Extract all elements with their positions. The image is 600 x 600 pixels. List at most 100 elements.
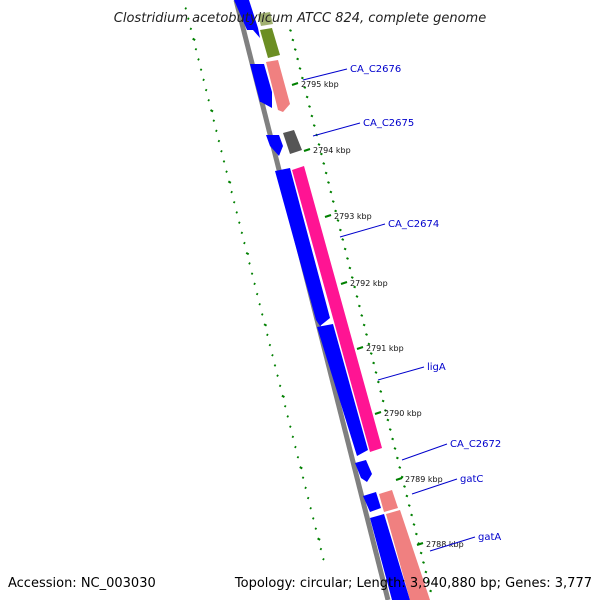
feature-reverse-gray[interactable] bbox=[283, 130, 302, 154]
feature-reverse-olive-top[interactable] bbox=[258, 12, 273, 26]
gc-dash bbox=[238, 221, 241, 224]
gc-dash bbox=[283, 404, 287, 408]
gc-dash bbox=[271, 353, 274, 357]
tick-label: 2792 kbp bbox=[350, 279, 388, 288]
inner-track-dash bbox=[329, 190, 333, 194]
gc-dash bbox=[311, 517, 315, 520]
gc-dash bbox=[296, 455, 300, 459]
inner-track-dash bbox=[296, 57, 300, 61]
inner-track-dash bbox=[400, 475, 404, 479]
gene-label[interactable]: gatA bbox=[478, 532, 501, 543]
inner-track-dash bbox=[391, 437, 395, 441]
inner-track-dash bbox=[407, 504, 411, 507]
gc-dash bbox=[243, 241, 246, 245]
gene-label-leader bbox=[411, 478, 458, 495]
feature-forward-5[interactable] bbox=[317, 324, 368, 456]
inner-track-dash bbox=[300, 76, 304, 80]
inner-track-dash bbox=[384, 409, 387, 412]
gc-dash bbox=[276, 374, 279, 377]
gc-dash bbox=[253, 282, 256, 286]
inner-track-dash bbox=[393, 447, 397, 450]
feature-forward-8[interactable] bbox=[370, 514, 410, 600]
tick-mark bbox=[303, 148, 311, 152]
feature-reverse-salmon-3[interactable] bbox=[386, 510, 430, 600]
inner-track-dash bbox=[369, 352, 373, 355]
inner-track-dash bbox=[426, 580, 430, 583]
inner-track-dash bbox=[336, 219, 340, 222]
inner-track-dash bbox=[298, 67, 302, 70]
tick-label: 2789 kbp bbox=[405, 475, 443, 484]
gene-label[interactable]: ligA bbox=[427, 362, 446, 373]
forward-strand-track bbox=[234, 0, 410, 600]
gc-dash bbox=[304, 486, 307, 490]
inner-track-dash bbox=[376, 380, 380, 384]
gc-dash bbox=[212, 119, 216, 122]
inner-track-dash bbox=[419, 551, 423, 555]
inner-track-dash bbox=[348, 266, 352, 270]
gc-dash bbox=[266, 333, 269, 337]
feature-forward-2[interactable] bbox=[250, 64, 272, 108]
feature-forward-1[interactable] bbox=[234, 0, 260, 38]
tick-label: 2788 kbp bbox=[426, 540, 464, 549]
feature-reverse-salmon-2[interactable] bbox=[379, 490, 398, 512]
gc-dash bbox=[309, 506, 312, 510]
gene-label[interactable]: CA_C2674 bbox=[388, 219, 439, 230]
gc-dash bbox=[286, 415, 290, 418]
gc-dash bbox=[204, 88, 208, 92]
feature-forward-4[interactable] bbox=[275, 168, 330, 326]
gc-dash bbox=[220, 149, 223, 153]
inner-track-dash bbox=[374, 371, 378, 374]
inner-track-dash bbox=[310, 114, 314, 118]
inner-track-dash bbox=[429, 589, 433, 593]
gc-dash bbox=[319, 547, 323, 551]
gc-dash bbox=[299, 466, 303, 470]
gc-dash bbox=[209, 109, 214, 113]
inner-track-dash bbox=[362, 323, 366, 327]
inner-track-dash bbox=[305, 95, 309, 99]
inner-track-dash bbox=[331, 200, 335, 203]
gc-dash bbox=[240, 231, 244, 235]
inner-track-dash bbox=[355, 295, 359, 298]
gc-dash bbox=[207, 98, 210, 102]
gc-dash bbox=[260, 313, 264, 316]
gene-label[interactable]: CA_C2676 bbox=[350, 64, 401, 75]
inner-track-dash bbox=[357, 304, 361, 308]
gene-label[interactable]: CA_C2672 bbox=[450, 439, 501, 450]
genome-title: Clostridium acetobutylicum ATCC 824, com… bbox=[114, 11, 486, 26]
gc-dash bbox=[268, 343, 272, 347]
gene-label-leader bbox=[429, 536, 476, 552]
tick-mark bbox=[356, 346, 364, 350]
gc-dash bbox=[217, 139, 221, 143]
feature-forward-3[interactable] bbox=[266, 135, 283, 156]
gene-label-leader bbox=[401, 443, 448, 461]
gene-label[interactable]: gatC bbox=[460, 474, 483, 485]
tick-label: 2795 kbp bbox=[301, 80, 339, 89]
inner-track-dash bbox=[293, 48, 297, 51]
inner-track-dash bbox=[410, 513, 414, 517]
feature-reverse-olive[interactable] bbox=[260, 28, 280, 58]
topology-text: Topology: circular; Length: 3,940,880 bp… bbox=[234, 576, 592, 591]
gene-label[interactable]: CA_C2675 bbox=[363, 118, 414, 129]
gc-dash bbox=[189, 27, 193, 31]
feature-forward-7[interactable] bbox=[363, 492, 381, 512]
gc-dash bbox=[192, 37, 196, 41]
inner-track-dash bbox=[424, 570, 428, 574]
gc-dash bbox=[273, 364, 277, 367]
gc-dash bbox=[194, 47, 198, 51]
gene-label-leader bbox=[339, 223, 386, 238]
inner-track-dash bbox=[395, 456, 399, 460]
inner-track-dash bbox=[346, 257, 349, 260]
inner-track-dash bbox=[412, 523, 416, 526]
feature-forward-6[interactable] bbox=[355, 460, 372, 482]
tick-label: 2791 kbp bbox=[366, 344, 404, 353]
gene-label-leader bbox=[312, 122, 361, 137]
reverse-strand-track bbox=[258, 12, 430, 600]
feature-reverse-salmon-1[interactable] bbox=[266, 60, 290, 112]
gc-dash bbox=[301, 476, 305, 479]
gc-dash bbox=[306, 496, 310, 500]
gc-dash bbox=[263, 323, 268, 327]
coordinate-ticks: 2795 kbp 2794 kbp 2793 kbp 2792 kbp 2791 kbp… bbox=[291, 80, 464, 549]
feature-reverse-pink[interactable] bbox=[292, 166, 382, 452]
gc-dash bbox=[317, 537, 321, 541]
